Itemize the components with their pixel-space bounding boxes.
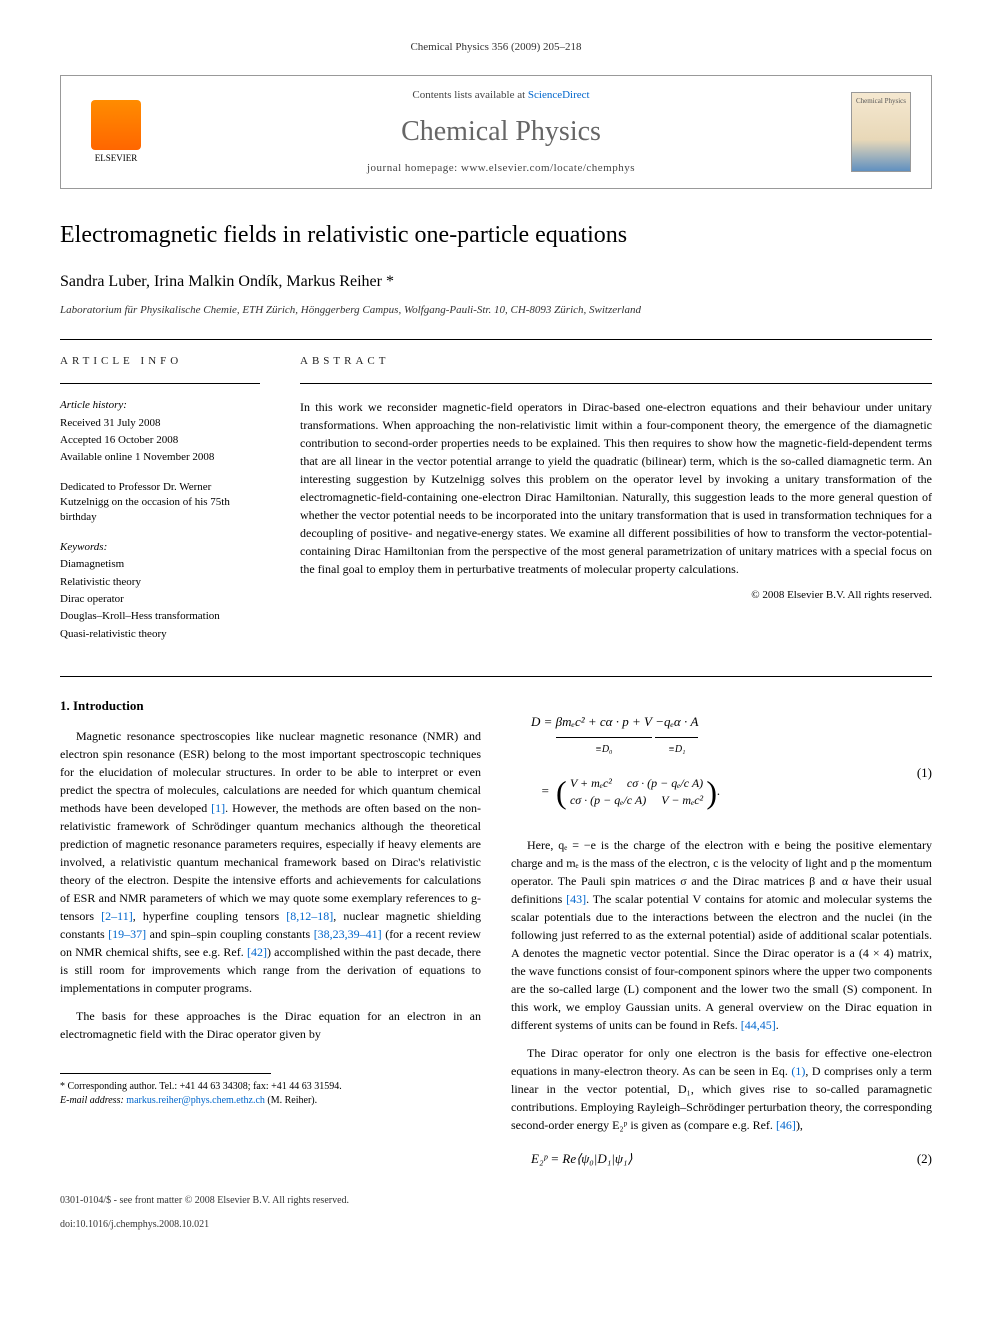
- journal-homepage-line: journal homepage: www.elsevier.com/locat…: [171, 161, 831, 176]
- abstract-copyright: © 2008 Elsevier B.V. All rights reserved…: [300, 588, 932, 603]
- matrix-cell: cσ · (p − qₑ/c A): [627, 776, 703, 790]
- citation-link[interactable]: [19–37]: [108, 927, 146, 941]
- footer-copyright: 0301-0104/$ - see front matter © 2008 El…: [60, 1194, 932, 1208]
- received-date: Received 31 July 2008: [60, 416, 260, 431]
- email-who: (M. Reiher).: [265, 1095, 317, 1106]
- divider: [300, 383, 932, 384]
- journal-name: Chemical Physics: [171, 112, 831, 151]
- homepage-url: www.elsevier.com/locate/chemphys: [461, 162, 635, 174]
- text: , hyperfine coupling tensors: [133, 909, 287, 923]
- underbrace-d0: βmₑc² + cα · p + V ≡D₀: [556, 709, 652, 760]
- text: ),: [796, 1118, 803, 1132]
- citation-link[interactable]: [8,12–18]: [286, 909, 333, 923]
- online-date: Available online 1 November 2008: [60, 450, 260, 465]
- abstract-heading: ABSTRACT: [300, 354, 932, 369]
- divider: [60, 676, 932, 677]
- matrix-row: cσ · (p − qₑ/c A) V − mₑc²: [570, 793, 703, 807]
- contents-available-line: Contents lists available at ScienceDirec…: [171, 88, 831, 103]
- journal-reference: Chemical Physics 356 (2009) 205–218: [60, 40, 932, 55]
- dedication: Dedicated to Professor Dr. Werner Kutzel…: [60, 480, 260, 526]
- article-title: Electromagnetic fields in relativistic o…: [60, 219, 932, 253]
- footnote-divider: [60, 1073, 271, 1074]
- keyword: Dirac operator: [60, 592, 260, 607]
- citation-link[interactable]: [42]: [247, 945, 267, 959]
- citation-link[interactable]: [38,23,39–41]: [314, 927, 382, 941]
- article-history: Article history: Received 31 July 2008 A…: [60, 398, 260, 466]
- underbrace-content: −qₑα · A: [655, 709, 698, 735]
- abstract-text: In this work we reconsider magnetic-fiel…: [300, 398, 932, 578]
- matrix: ( V + mₑc² cσ · (p − qₑ/c A) cσ · (p − q…: [556, 760, 717, 824]
- corr-author-line: * Corresponding author. Tel.: +41 44 63 …: [60, 1080, 481, 1094]
- text: . The scalar potential V contains for at…: [511, 892, 932, 1032]
- divider: [60, 339, 932, 340]
- citation-link[interactable]: [46]: [776, 1118, 796, 1132]
- left-column: 1. Introduction Magnetic resonance spect…: [60, 697, 481, 1184]
- homepage-prefix: journal homepage:: [367, 162, 461, 174]
- right-column: D = βmₑc² + cα · p + V ≡D₀ −qₑα · A ≡D₁ …: [511, 697, 932, 1184]
- underbrace-content: βmₑc² + cα · p + V: [556, 709, 652, 735]
- equation-1: D = βmₑc² + cα · p + V ≡D₀ −qₑα · A ≡D₁ …: [511, 709, 932, 824]
- keyword: Quasi-relativistic theory: [60, 627, 260, 642]
- col2-paragraph-2: The Dirac operator for only one electron…: [511, 1044, 932, 1134]
- matrix-cell: V − mₑc²: [661, 793, 703, 807]
- info-abstract-row: ARTICLE INFO Article history: Received 3…: [60, 354, 932, 656]
- matrix-cell: V + mₑc²: [570, 776, 612, 790]
- email-link[interactable]: markus.reiher@phys.chem.ethz.ch: [126, 1095, 265, 1106]
- keyword: Douglas–Kroll–Hess transformation: [60, 609, 260, 624]
- article-info-column: ARTICLE INFO Article history: Received 3…: [60, 354, 260, 656]
- email-label: E-mail address:: [60, 1095, 124, 1106]
- equation-number: (2): [917, 1146, 932, 1172]
- elsevier-logo: ELSEVIER: [81, 92, 151, 172]
- intro-paragraph-1: Magnetic resonance spectroscopies like n…: [60, 727, 481, 997]
- section-heading: 1. Introduction: [60, 697, 481, 715]
- divider: [60, 383, 260, 384]
- matrix-cell: cσ · (p − qₑ/c A): [570, 793, 646, 807]
- contents-prefix: Contents lists available at: [412, 89, 527, 101]
- citation-link[interactable]: [2–11]: [101, 909, 133, 923]
- email-line: E-mail address: markus.reiher@phys.chem.…: [60, 1094, 481, 1108]
- matrix-row: V + mₑc² cσ · (p − qₑ/c A): [570, 776, 703, 790]
- eq-content: E₂ᵖ = Re⟨ψ₀|D₁|ψ₁⟩: [531, 1151, 633, 1166]
- corresponding-author-footnote: * Corresponding author. Tel.: +41 44 63 …: [60, 1080, 481, 1108]
- accepted-date: Accepted 16 October 2008: [60, 433, 260, 448]
- journal-cover-thumbnail: Chemical Physics: [851, 92, 911, 172]
- sciencedirect-link[interactable]: ScienceDirect: [528, 89, 590, 101]
- eq-lhs: D =: [531, 714, 556, 729]
- underbrace-label: ≡D₀: [556, 737, 652, 760]
- underbrace-d1: −qₑα · A ≡D₁: [655, 709, 698, 760]
- author-list: Sandra Luber, Irina Malkin Ondík, Markus…: [60, 271, 932, 293]
- keywords-section: Keywords: Diamagnetism Relativistic theo…: [60, 540, 260, 642]
- citation-link[interactable]: [43]: [566, 892, 586, 906]
- history-label: Article history:: [60, 398, 260, 413]
- elsevier-tree-icon: [91, 100, 141, 150]
- underbrace-label: ≡D₁: [655, 737, 698, 760]
- abstract-column: ABSTRACT In this work we reconsider magn…: [300, 354, 932, 656]
- equation-number: (1): [917, 760, 932, 786]
- keywords-label: Keywords:: [60, 540, 260, 555]
- footer-doi: doi:10.1016/j.chemphys.2008.10.021: [60, 1218, 932, 1232]
- citation-link[interactable]: [44,45]: [741, 1018, 776, 1032]
- article-info-heading: ARTICLE INFO: [60, 354, 260, 369]
- matrix-body: V + mₑc² cσ · (p − qₑ/c A) cσ · (p − qₑ/…: [570, 775, 703, 809]
- publisher-name: ELSEVIER: [95, 152, 138, 165]
- keyword: Diamagnetism: [60, 557, 260, 572]
- keyword: Relativistic theory: [60, 575, 260, 590]
- intro-paragraph-2: The basis for these approaches is the Di…: [60, 1007, 481, 1043]
- affiliation: Laboratorium für Physikalische Chemie, E…: [60, 303, 932, 318]
- text: and spin–spin coupling constants: [146, 927, 314, 941]
- text: .: [776, 1018, 779, 1032]
- journal-header-box: ELSEVIER Contents lists available at Sci…: [60, 75, 932, 189]
- header-center: Contents lists available at ScienceDirec…: [171, 88, 831, 176]
- col2-paragraph-1: Here, qₑ = −e is the charge of the elect…: [511, 836, 932, 1034]
- citation-link[interactable]: [1]: [211, 801, 225, 815]
- equation-2: E₂ᵖ = Re⟨ψ₀|D₁|ψ₁⟩ (2): [511, 1146, 932, 1172]
- matrix-left-paren: (: [556, 774, 567, 810]
- text: . However, the methods are often based o…: [60, 801, 481, 923]
- matrix-right-paren: ): [706, 774, 717, 810]
- equation-ref-link[interactable]: (1): [791, 1064, 805, 1078]
- body-two-columns: 1. Introduction Magnetic resonance spect…: [60, 697, 932, 1184]
